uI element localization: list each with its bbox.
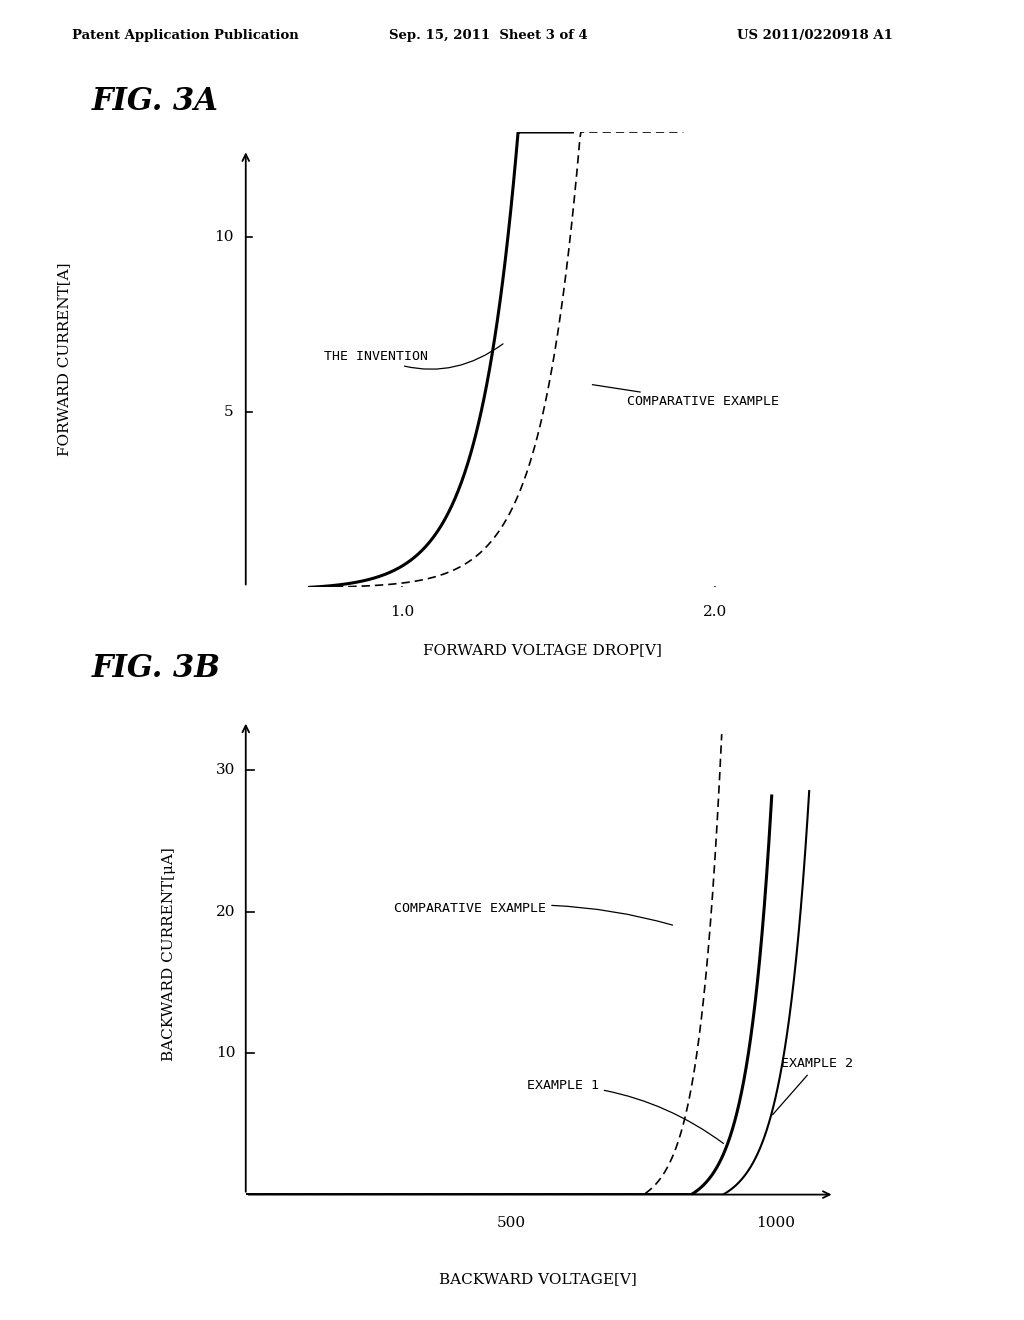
Text: FIG. 3A: FIG. 3A	[92, 86, 219, 116]
Text: THE INVENTION: THE INVENTION	[324, 343, 503, 370]
Text: 10: 10	[214, 230, 233, 244]
Text: COMPARATIVE EXAMPLE: COMPARATIVE EXAMPLE	[394, 902, 673, 925]
Text: FORWARD VOLTAGE DROP[V]: FORWARD VOLTAGE DROP[V]	[423, 643, 663, 657]
Text: BACKWARD CURRENT[μA]: BACKWARD CURRENT[μA]	[162, 847, 176, 1061]
Text: 5: 5	[223, 405, 233, 420]
Text: US 2011/0220918 A1: US 2011/0220918 A1	[737, 29, 893, 42]
Text: 30: 30	[216, 763, 236, 777]
Text: 1000: 1000	[757, 1216, 796, 1230]
Text: COMPARATIVE EXAMPLE: COMPARATIVE EXAMPLE	[592, 384, 779, 408]
Text: FIG. 3B: FIG. 3B	[92, 653, 221, 684]
Text: Sep. 15, 2011  Sheet 3 of 4: Sep. 15, 2011 Sheet 3 of 4	[389, 29, 588, 42]
Text: FORWARD CURRENT[A]: FORWARD CURRENT[A]	[57, 263, 72, 457]
Text: BACKWARD VOLTAGE[V]: BACKWARD VOLTAGE[V]	[438, 1272, 636, 1287]
Text: EXAMPLE 1: EXAMPLE 1	[526, 1078, 723, 1143]
Text: 2.0: 2.0	[702, 605, 727, 619]
Text: 20: 20	[216, 904, 236, 919]
Text: 1.0: 1.0	[390, 605, 414, 619]
Text: EXAMPLE 2: EXAMPLE 2	[772, 1057, 853, 1114]
Text: 10: 10	[216, 1047, 236, 1060]
Text: 500: 500	[497, 1216, 525, 1230]
Text: Patent Application Publication: Patent Application Publication	[72, 29, 298, 42]
